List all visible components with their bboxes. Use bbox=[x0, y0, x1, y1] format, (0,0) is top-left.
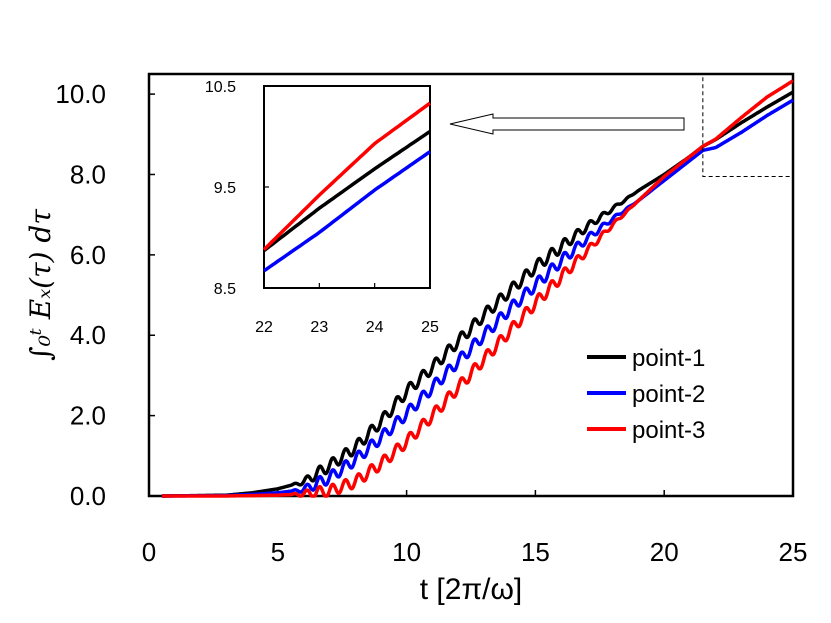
inset-x-tick-label: 24 bbox=[366, 319, 384, 336]
series-line-point-3 bbox=[160, 79, 795, 498]
y-tick-label: 10.0 bbox=[55, 79, 106, 109]
y-tick-label: 4.0 bbox=[70, 320, 106, 350]
x-tick-label: 5 bbox=[271, 537, 285, 567]
plot-frame bbox=[147, 72, 795, 498]
inset-y-tick-label: 8.5 bbox=[214, 281, 236, 298]
x-tick-label: 0 bbox=[142, 537, 156, 567]
x-tick-label: 15 bbox=[521, 537, 550, 567]
y-tick-label: 2.0 bbox=[70, 401, 106, 431]
inset-line-point-1 bbox=[262, 129, 431, 252]
inset-y-tick-label: 9.5 bbox=[214, 180, 236, 197]
inset-x-tick-label: 23 bbox=[310, 319, 328, 336]
y-axis-label: ∫₀ᵗ Eₓ(τ) dτ bbox=[24, 209, 57, 361]
y-tick-label: 6.0 bbox=[70, 240, 106, 270]
x-tick-label: 25 bbox=[779, 537, 808, 567]
y-tick-label: 8.0 bbox=[70, 159, 106, 189]
main-ticks: 0 5 10 15 20 25 0.0 2.0 4.0 6.0 8.0 10.0 bbox=[55, 79, 807, 567]
main-lines bbox=[160, 79, 795, 498]
y-tick-label: 0.0 bbox=[70, 481, 106, 511]
legend-label: point-1 bbox=[632, 345, 705, 372]
x-axis-label: t [2π/ω] bbox=[420, 573, 522, 606]
inset-x-tick-label: 25 bbox=[421, 319, 439, 336]
x-tick-label: 10 bbox=[392, 537, 421, 567]
inset-line-point-2 bbox=[263, 150, 431, 273]
zoom-region-box bbox=[702, 73, 794, 177]
x-tick-label: 20 bbox=[650, 537, 679, 567]
inset-x-tick-label: 22 bbox=[255, 319, 273, 336]
zoom-arrow-icon bbox=[449, 113, 685, 135]
legend: point-1 point-2 point-3 bbox=[587, 345, 705, 444]
inset-y-tick-label: 10.5 bbox=[205, 79, 236, 96]
inset-line-point-3 bbox=[262, 101, 432, 251]
legend-label: point-2 bbox=[632, 381, 705, 408]
legend-label: point-3 bbox=[632, 417, 705, 444]
inset-lines bbox=[262, 101, 432, 273]
series-line-point-2 bbox=[160, 98, 795, 498]
inset-ticks: 22 23 24 25 8.5 9.5 10.5 bbox=[205, 79, 439, 336]
